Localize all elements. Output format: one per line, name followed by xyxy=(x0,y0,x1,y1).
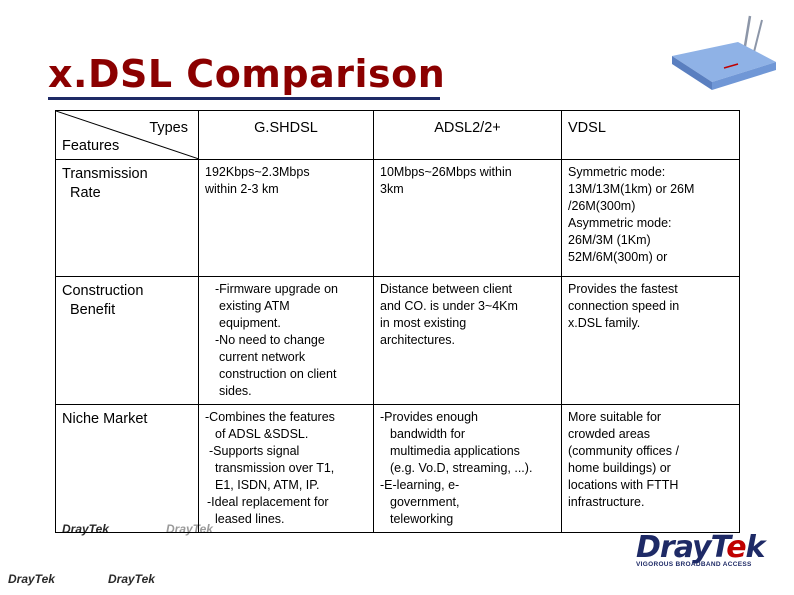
cell-line: -E-learning, e- xyxy=(380,478,460,492)
logo-t: T xyxy=(710,530,728,565)
cell-line: transmission over T1, xyxy=(215,461,335,475)
cell-line: leased lines. xyxy=(215,512,285,526)
cell-line: of ADSL &SDSL. xyxy=(215,427,309,441)
cell-line: in most existing xyxy=(380,316,467,330)
table-cell: 192Kbps~2.3Mbps within 2-3 km xyxy=(198,159,374,277)
cell-line: 52M/6M(300m) or xyxy=(568,250,668,264)
cell-line: connection speed in xyxy=(568,299,680,313)
table-header-row: Types Features G.SHDSL ADSL2/2+ VDSL xyxy=(55,110,740,160)
table-cell: -Firmware upgrade on existing ATM equipm… xyxy=(198,276,374,405)
cell-line: /26M(300m) xyxy=(568,199,636,213)
cell-line: construction on client xyxy=(219,367,337,381)
watermark-logo: DrayTek xyxy=(8,572,55,586)
cell-line: within 2-3 km xyxy=(205,182,279,196)
table-cell: Symmetric mode: 13M/13M(1km) or 26M /26M… xyxy=(561,159,740,277)
cell-line: bandwidth for xyxy=(390,427,466,441)
cell-line: Symmetric mode: xyxy=(568,165,666,179)
table-corner-cell: Types Features xyxy=(55,110,199,160)
cell-line: 10Mbps~26Mbps within xyxy=(380,165,512,179)
row-header-line: Niche Market xyxy=(62,411,148,427)
cell-line: More suitable for xyxy=(568,410,662,424)
logo-prefix: Dray xyxy=(636,530,712,565)
corner-features-label: Features xyxy=(62,138,120,154)
cell-line: 26M/3M (1Km) xyxy=(568,233,651,247)
row-header-transmission-rate: Transmission Rate xyxy=(55,159,199,277)
cell-line: home buildings) or xyxy=(568,461,671,475)
cell-line: -Firmware upgrade on xyxy=(215,282,338,296)
table-cell: 10Mbps~26Mbps within 3km xyxy=(373,159,562,277)
comparison-table: Types Features G.SHDSL ADSL2/2+ VDSL Tra… xyxy=(55,110,740,533)
column-header-vdsl: VDSL xyxy=(561,110,740,160)
cell-line: -Ideal replacement for xyxy=(207,495,329,509)
cell-line: Asymmetric mode: xyxy=(568,216,672,230)
row-header-line: Benefit xyxy=(70,302,116,318)
table-cell: Distance between client and CO. is under… xyxy=(373,276,562,405)
table-row: Construction Benefit -Firmware upgrade o… xyxy=(55,276,740,405)
cell-line: -Combines the features xyxy=(205,410,335,424)
cell-line: Provides the fastest xyxy=(568,282,678,296)
cell-line: sides. xyxy=(219,384,252,398)
cell-line: E1, ISDN, ATM, IP. xyxy=(215,478,320,492)
cell-line: (community offices / xyxy=(568,444,679,458)
table-cell: More suitable for crowded areas (communi… xyxy=(561,404,740,533)
logo-tagline: VIGOROUS BROADBAND ACCESS xyxy=(636,561,752,568)
table-cell: -Combines the features of ADSL &SDSL. -S… xyxy=(198,404,374,533)
row-header-line: Rate xyxy=(70,185,101,201)
cell-line: existing ATM xyxy=(219,299,290,313)
draytek-logo: DrayTek VIGOROUS BROADBAND ACCESS xyxy=(636,530,786,580)
cell-line: architectures. xyxy=(380,333,456,347)
row-header-line: Construction xyxy=(62,283,144,299)
cell-line: infrastructure. xyxy=(568,495,645,509)
cell-line: multimedia applications xyxy=(390,444,520,458)
cell-line: locations with FTTH xyxy=(568,478,679,492)
cell-line: current network xyxy=(219,350,306,364)
table-row: Transmission Rate 192Kbps~2.3Mbps within… xyxy=(55,159,740,277)
cell-line: x.DSL family. xyxy=(568,316,641,330)
table-cell: -Provides enough bandwidth for multimedi… xyxy=(373,404,562,533)
watermark-logo: DrayTek xyxy=(108,572,155,586)
cell-line: 3km xyxy=(380,182,404,196)
cell-line: teleworking xyxy=(390,512,454,526)
slide-title: x.DSL Comparison xyxy=(48,52,446,96)
cell-line: Distance between client xyxy=(380,282,513,296)
cell-line: -Provides enough xyxy=(380,410,478,424)
draytek-wordmark: DrayTek xyxy=(636,530,786,565)
cell-line: -No need to change xyxy=(215,333,325,347)
router-illustration xyxy=(672,15,776,90)
row-header-construction-benefit: Construction Benefit xyxy=(55,276,199,405)
title-underline xyxy=(48,97,440,100)
cell-line: government, xyxy=(390,495,460,509)
corner-diagonal xyxy=(56,111,199,159)
cell-line: equipment. xyxy=(219,316,281,330)
column-header-gshdsl: G.SHDSL xyxy=(198,110,374,160)
column-header-adsl2: ADSL2/2+ xyxy=(373,110,562,160)
table-row: Niche Market -Combines the features of A… xyxy=(55,404,740,533)
corner-types-label: Types xyxy=(149,120,188,136)
cell-line: and CO. is under 3~4Km xyxy=(380,299,518,313)
logo-e: e xyxy=(726,530,746,565)
table-cell: Provides the fastest connection speed in… xyxy=(561,276,740,405)
cell-line: (e.g. Vo.D, streaming, ...). xyxy=(390,461,533,475)
row-header-niche-market: Niche Market xyxy=(55,404,199,533)
logo-k: k xyxy=(745,530,766,565)
cell-line: -Supports signal xyxy=(209,444,300,458)
cell-line: 192Kbps~2.3Mbps xyxy=(205,165,310,179)
row-header-line: Transmission xyxy=(62,166,148,182)
cell-line: crowded areas xyxy=(568,427,650,441)
cell-line: 13M/13M(1km) or 26M xyxy=(568,182,695,196)
